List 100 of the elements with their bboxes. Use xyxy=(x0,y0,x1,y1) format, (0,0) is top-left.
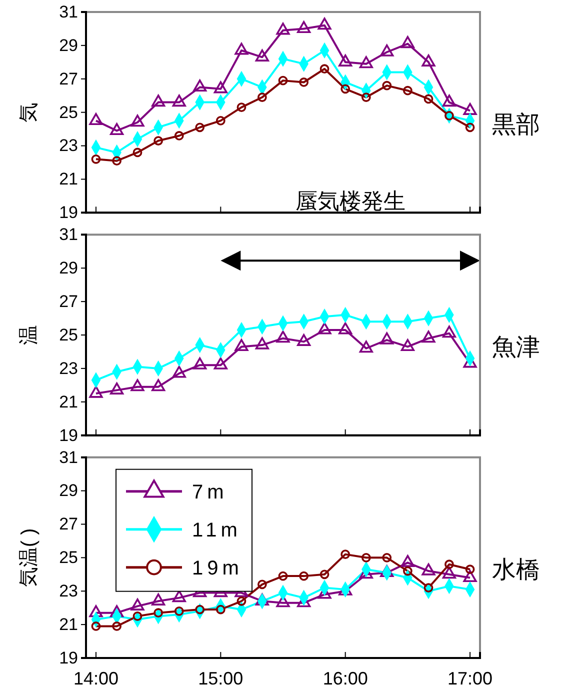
y-tick-label: 27 xyxy=(59,514,78,534)
point xyxy=(112,622,122,631)
point xyxy=(382,80,392,90)
y-tick-label: 23 xyxy=(59,582,78,601)
point xyxy=(152,94,166,107)
y-tick-label: 29 xyxy=(59,258,78,278)
point xyxy=(403,86,412,96)
y-tick-label: 25 xyxy=(59,548,78,568)
point xyxy=(174,131,184,140)
x-tick-label: 14:00 xyxy=(73,668,118,688)
point xyxy=(422,54,436,66)
point xyxy=(463,570,477,582)
y-tick-label: 25 xyxy=(59,102,78,122)
point xyxy=(130,114,144,127)
point xyxy=(340,550,350,559)
y-tick-label: 29 xyxy=(59,481,78,500)
point xyxy=(172,366,186,378)
point xyxy=(110,382,124,394)
point xyxy=(338,54,352,66)
x-tick-label: 16:00 xyxy=(322,668,368,688)
legend-label: 11m xyxy=(192,519,242,542)
point xyxy=(193,80,207,92)
point xyxy=(234,42,248,55)
point xyxy=(195,604,205,614)
y-tick-label: 23 xyxy=(59,358,78,378)
point xyxy=(422,563,436,576)
y-tick-label: 19 xyxy=(59,203,78,222)
point xyxy=(299,78,309,87)
point xyxy=(89,113,103,125)
point xyxy=(444,111,454,120)
y-tick-label: 19 xyxy=(59,426,78,445)
y-tick-label: 19 xyxy=(59,648,78,668)
point xyxy=(442,94,456,107)
point xyxy=(382,552,392,562)
point xyxy=(442,566,456,579)
point xyxy=(172,590,186,602)
point xyxy=(297,21,311,34)
point xyxy=(338,322,352,334)
point xyxy=(257,92,267,102)
x-tick-label: 17:00 xyxy=(448,668,493,688)
point xyxy=(193,357,207,370)
point xyxy=(442,326,456,338)
point xyxy=(130,598,144,610)
point xyxy=(278,571,288,581)
point xyxy=(255,49,269,62)
y-tick-label: 31 xyxy=(59,2,78,22)
y-tick-label: 21 xyxy=(59,392,78,412)
point xyxy=(130,379,144,392)
y-tick-label: 27 xyxy=(59,292,78,311)
legend-label: 19m xyxy=(192,557,243,580)
point xyxy=(89,605,103,618)
text: 黒部 xyxy=(492,111,540,138)
point xyxy=(340,84,350,94)
text: 水橋 xyxy=(492,556,540,584)
point xyxy=(299,571,309,581)
y-tick-label: 21 xyxy=(59,614,78,634)
point xyxy=(320,64,330,74)
point xyxy=(174,606,184,616)
point xyxy=(234,339,248,352)
point xyxy=(361,92,371,102)
point xyxy=(320,570,330,580)
point xyxy=(172,94,186,107)
y-tick-label: 29 xyxy=(59,36,78,55)
y-axis-title: 気 xyxy=(18,102,40,122)
y-tick-label: 25 xyxy=(59,325,78,344)
point xyxy=(89,386,103,398)
y-tick-label: 23 xyxy=(59,136,78,156)
point xyxy=(297,334,311,346)
annotation: 蜃気楼発生 xyxy=(295,188,406,214)
point xyxy=(276,330,290,343)
point xyxy=(380,44,394,56)
point xyxy=(424,583,434,592)
point xyxy=(132,612,142,621)
point xyxy=(154,136,163,146)
point xyxy=(214,357,228,370)
point xyxy=(424,94,434,104)
point xyxy=(132,148,142,158)
point xyxy=(380,332,394,344)
point xyxy=(236,102,246,112)
legend-label: 7m xyxy=(192,481,228,504)
point xyxy=(361,552,371,562)
point xyxy=(276,22,290,35)
point xyxy=(236,596,246,606)
point xyxy=(318,18,332,30)
point xyxy=(318,322,332,334)
point xyxy=(214,81,228,94)
y-tick-label: 31 xyxy=(59,448,78,467)
point xyxy=(400,339,414,352)
point xyxy=(278,76,288,86)
y-tick-label: 27 xyxy=(59,69,78,88)
point xyxy=(152,593,166,606)
point xyxy=(216,116,226,126)
point xyxy=(400,36,414,48)
point xyxy=(255,337,269,350)
y-tick-label: 31 xyxy=(59,225,78,244)
point xyxy=(400,554,414,567)
y-axis-title: 温 xyxy=(18,325,40,345)
point xyxy=(112,156,122,166)
point xyxy=(444,560,454,570)
text: 魚津 xyxy=(492,334,540,361)
